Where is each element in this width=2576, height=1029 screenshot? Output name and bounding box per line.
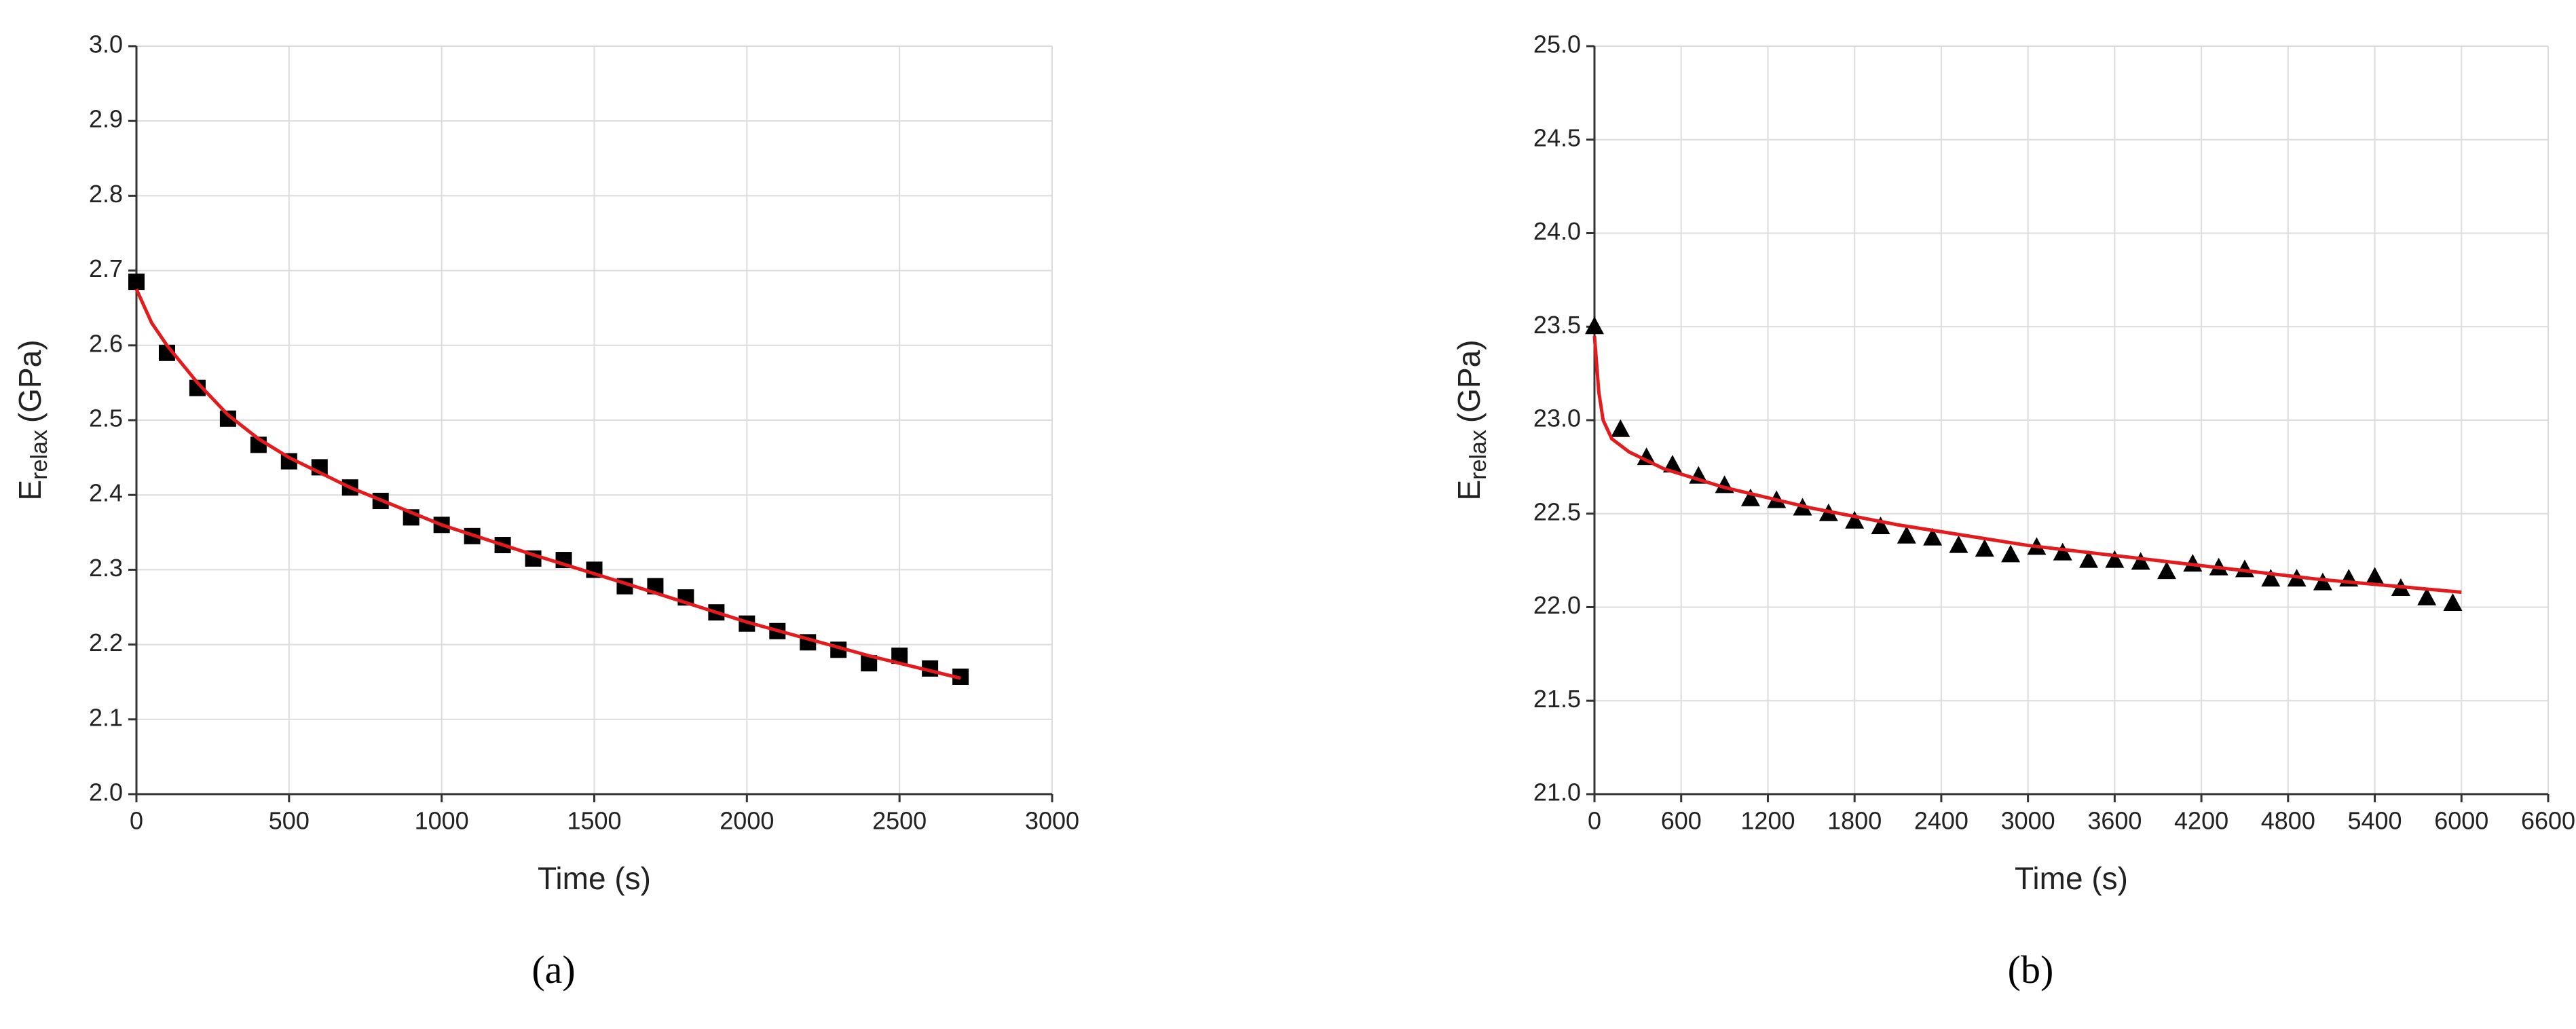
x-tick-label: 0: [1588, 807, 1601, 835]
x-tick-label: 6600: [2521, 807, 2575, 835]
y-title-unit: (GPa): [1451, 339, 1487, 423]
x-tick-label: 600: [1661, 807, 1702, 835]
point: [1949, 535, 1968, 553]
y-tick-label: 24.0: [1533, 217, 1581, 245]
y-tick-label: 2.2: [89, 629, 123, 656]
y-title-unit: (GPa): [12, 339, 48, 423]
x-tick-label: 500: [269, 807, 310, 835]
y-title-base: E: [12, 480, 48, 501]
fit-line: [1592, 335, 2462, 594]
x-axis-title: Time (s): [2015, 861, 2128, 896]
y-tick-label: 2.9: [89, 105, 123, 133]
point: [1923, 527, 1943, 546]
x-tick-label: 2500: [872, 807, 927, 835]
point: [1611, 419, 1630, 437]
point: [1662, 455, 1682, 473]
x-tick-label: 2000: [720, 807, 774, 835]
chart: 21.0 21.5 22.0 22.5 23.0 23.5 24.0 24.5 25.0 0 600…: [1451, 31, 2575, 992]
x-axis-title: Time (s): [538, 861, 651, 896]
point: [1637, 447, 1656, 466]
point: [2157, 561, 2176, 580]
x-tick-label: 1000: [415, 807, 469, 835]
y-tick-label: 3.0: [89, 31, 123, 58]
point: [2261, 569, 2281, 587]
x-tick-label: 3000: [2001, 807, 2055, 835]
point: [2365, 567, 2385, 585]
x-tick-label: 5400: [2347, 807, 2402, 835]
x-tick-label: 3000: [1025, 807, 1079, 835]
chart: 2.0 2.1 2.2 2.3 2.4 2.5 2.6 2.7 2.8 2.9 3.0 0 500 100…: [12, 31, 1079, 992]
point: [2131, 552, 2150, 570]
y-tick-label: 25.0: [1533, 31, 1581, 58]
point: [1871, 517, 1890, 535]
y-tick-label: 22.5: [1533, 498, 1581, 525]
x-tick-label: 3600: [2087, 807, 2142, 835]
point: [2313, 572, 2332, 591]
y-tick-label: 2.3: [89, 554, 123, 582]
point: [1585, 316, 1604, 335]
point: [128, 274, 145, 291]
point: [1845, 510, 1865, 529]
y-tick-label: 2.1: [89, 703, 123, 731]
y-tick-label: 24.5: [1533, 124, 1581, 151]
fit-line: [134, 288, 961, 680]
point: [1975, 539, 1994, 557]
x-tick-label: 4200: [2174, 807, 2228, 835]
y-axis-title: Erelax (GPa): [1451, 339, 1491, 500]
point: [2183, 554, 2203, 572]
y-tick-label: 2.4: [89, 479, 123, 507]
x-tick-label: 1500: [567, 807, 621, 835]
point: [2105, 550, 2125, 568]
panel-label: (a): [531, 948, 575, 992]
y-axis-title: Erelax (GPa): [12, 339, 52, 500]
point: [2417, 587, 2437, 605]
x-tick-label: 0: [130, 807, 143, 835]
y-tick-label: 22.0: [1533, 591, 1581, 619]
point: [2053, 542, 2072, 561]
y-tick-label: 2.5: [89, 405, 123, 432]
y-tick-label: 21.0: [1533, 779, 1581, 806]
point: [2001, 544, 2021, 563]
y-tick-label: 2.0: [89, 779, 123, 806]
y-title-subscript: relax: [1466, 430, 1491, 480]
point: [1897, 525, 1916, 544]
y-title-base: E: [1451, 480, 1487, 501]
y-tick-label: 2.6: [89, 329, 123, 357]
y-tick-label: 2.7: [89, 255, 123, 282]
point: [2079, 550, 2099, 568]
x-tick-label: 6000: [2434, 807, 2488, 835]
x-tick-label: 1800: [1827, 807, 1882, 835]
panel-label: (b): [2008, 948, 2054, 992]
y-title-subscript: relax: [26, 430, 52, 480]
y-tick-label: 23.0: [1533, 405, 1581, 432]
x-tick-label: 4800: [2261, 807, 2315, 835]
y-tick-label: 23.5: [1533, 311, 1581, 339]
x-tick-label: 2400: [1914, 807, 1968, 835]
point: [1740, 488, 1760, 506]
y-tick-label: 21.5: [1533, 685, 1581, 713]
y-tick-label: 2.8: [89, 180, 123, 208]
point: [2443, 593, 2463, 611]
x-tick-label: 1200: [1740, 807, 1795, 835]
